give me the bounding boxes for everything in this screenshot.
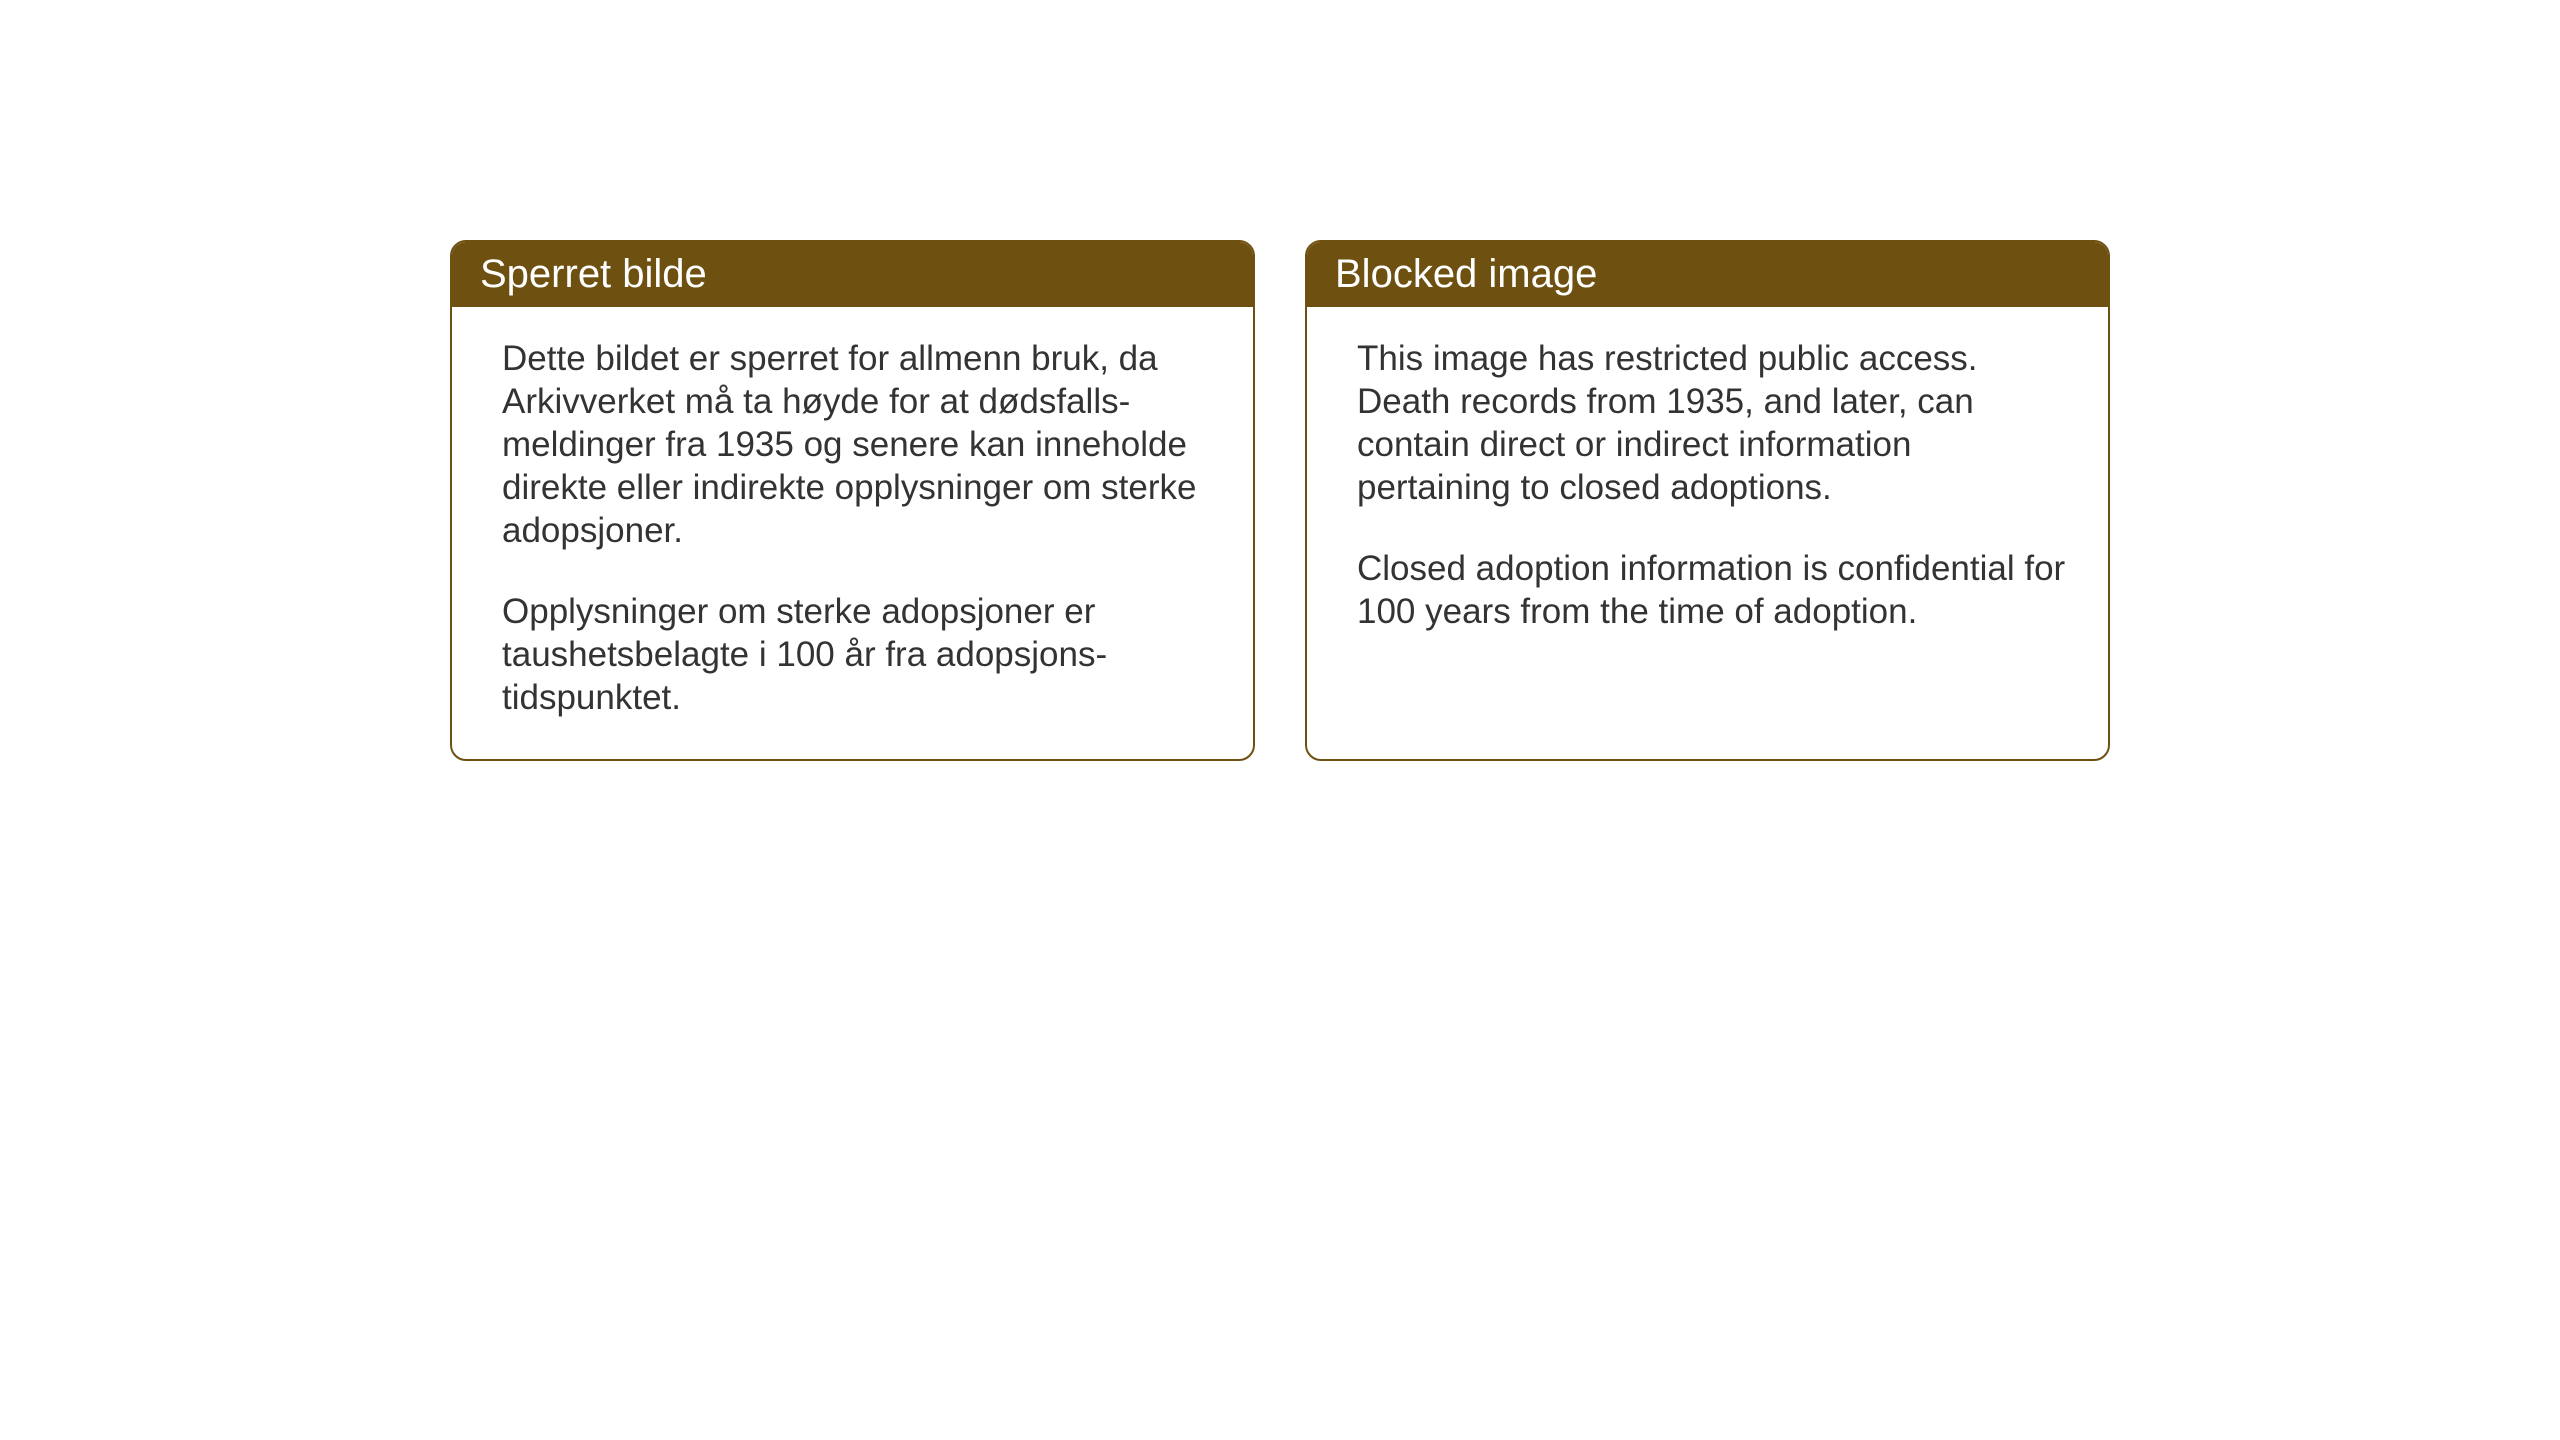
card-body-english: This image has restricted public access.… (1307, 307, 2108, 747)
card-title-english: Blocked image (1307, 242, 2108, 307)
card-paragraph-1-english: This image has restricted public access.… (1357, 337, 2072, 509)
card-title-norwegian: Sperret bilde (452, 242, 1253, 307)
blocked-image-card-english: Blocked image This image has restricted … (1305, 240, 2110, 761)
card-paragraph-1-norwegian: Dette bildet er sperret for allmenn bruk… (502, 337, 1217, 552)
message-cards-container: Sperret bilde Dette bildet er sperret fo… (450, 240, 2110, 761)
card-paragraph-2-norwegian: Opplysninger om sterke adopsjoner er tau… (502, 590, 1217, 719)
blocked-image-card-norwegian: Sperret bilde Dette bildet er sperret fo… (450, 240, 1255, 761)
card-body-norwegian: Dette bildet er sperret for allmenn bruk… (452, 307, 1253, 759)
card-paragraph-2-english: Closed adoption information is confident… (1357, 547, 2072, 633)
